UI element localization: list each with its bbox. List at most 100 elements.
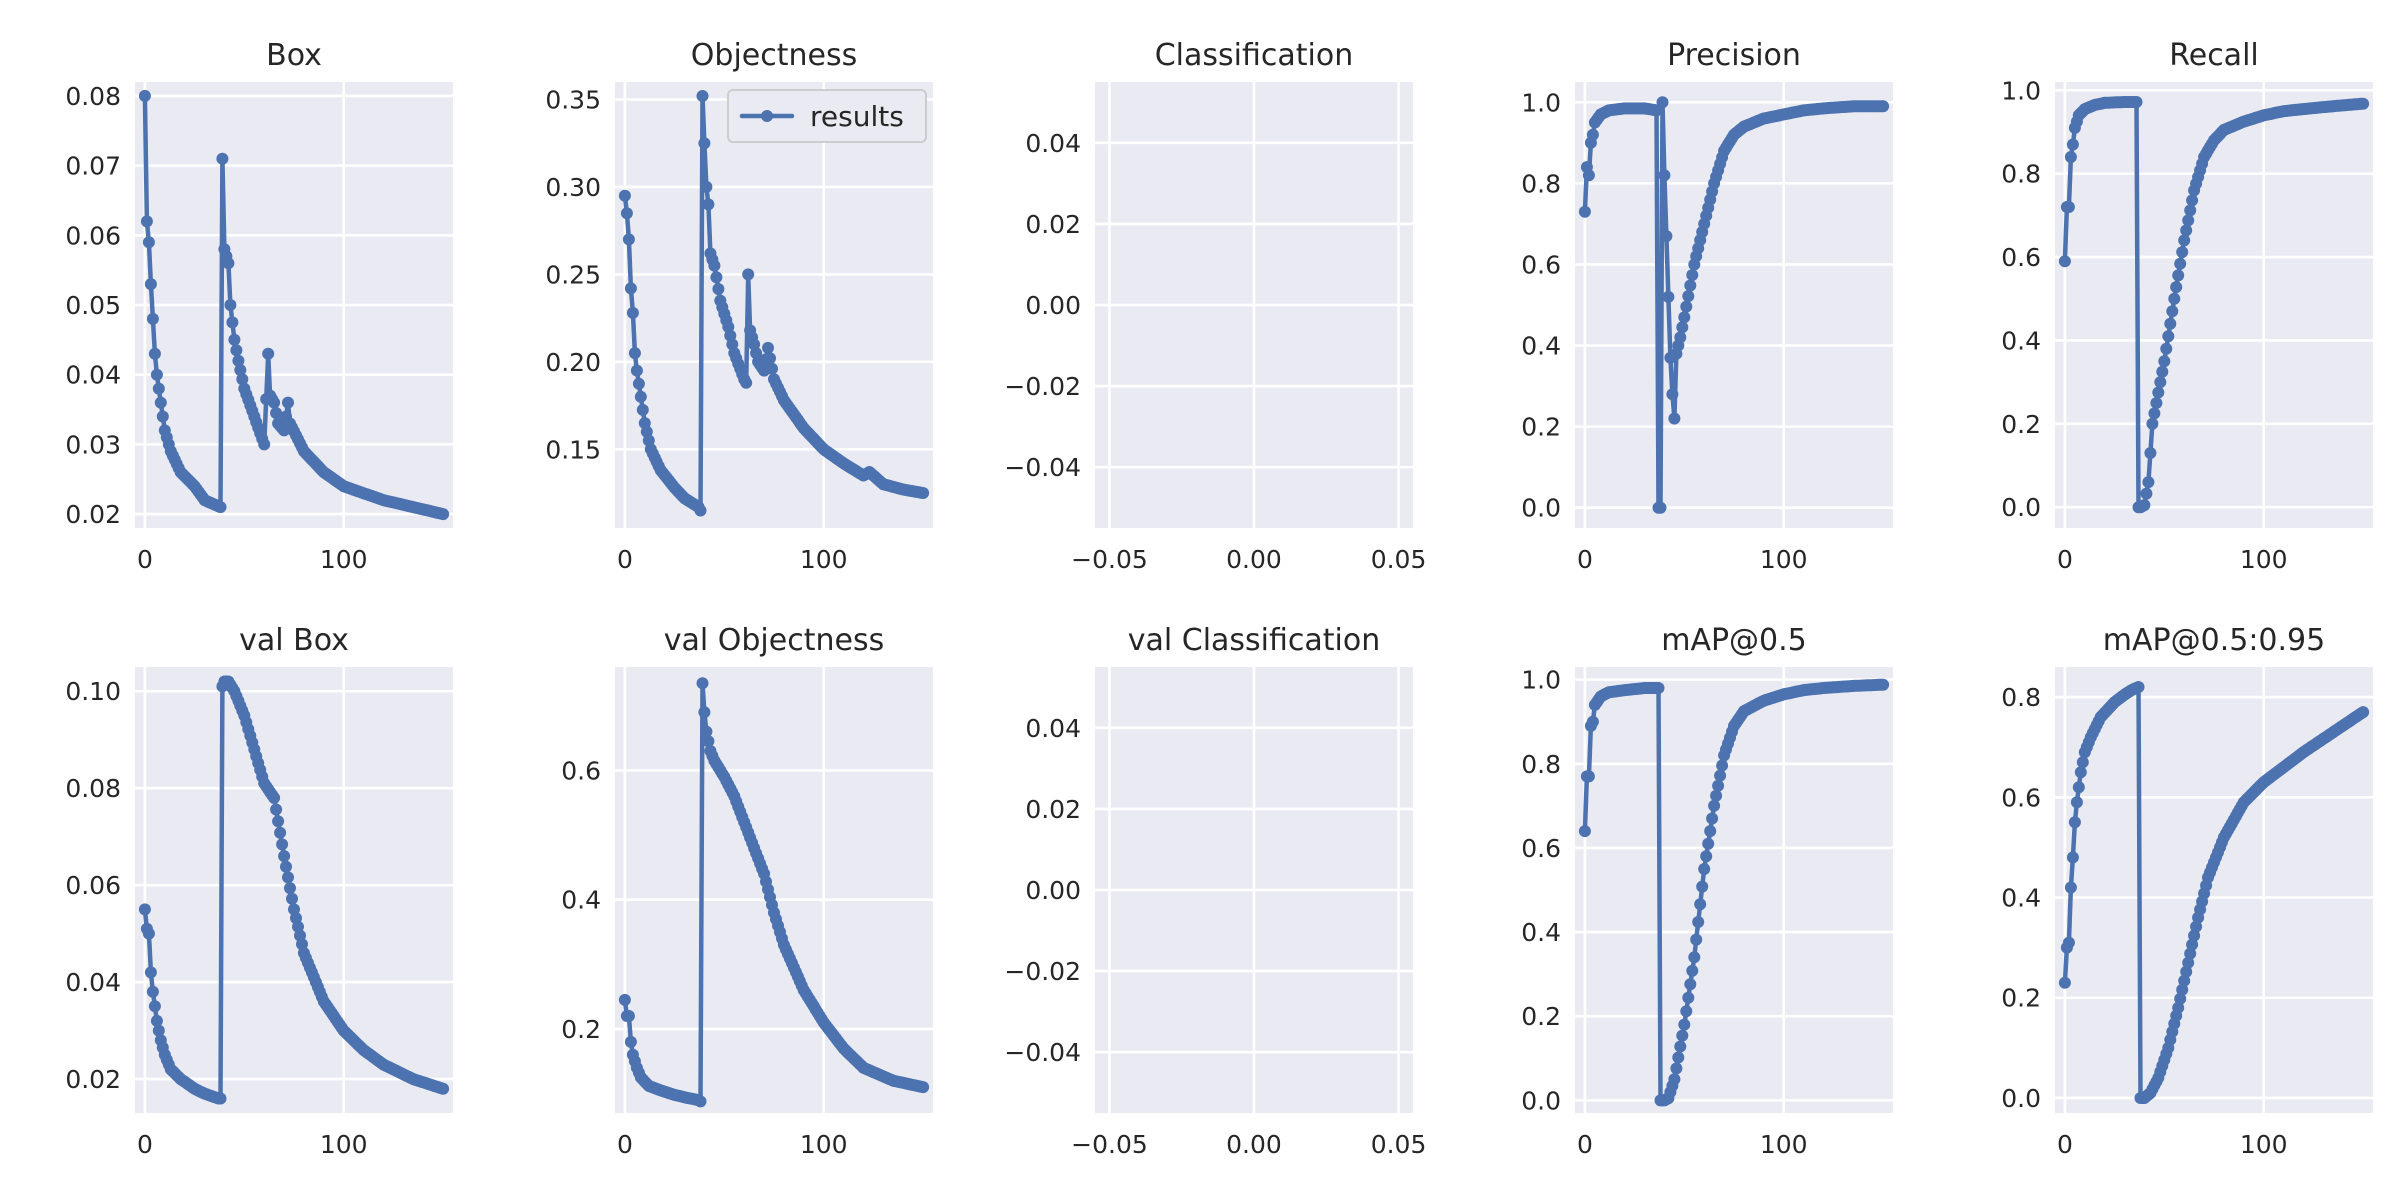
- subplot-title: val Objectness: [664, 623, 884, 658]
- subplot-map-0-5: 0.0 0.2 0.4 0.6 0.8 1.0 0 100 mAP@0.5: [1521, 623, 1893, 1159]
- subplot-objectness: 0.15 0.20 0.25 0.30 0.35 0 100 Objectness result…: [545, 38, 933, 574]
- x-tick-label: 100: [320, 1130, 368, 1159]
- data-point: [698, 706, 711, 719]
- data-point: [618, 189, 631, 202]
- y-tick-label: 0.03: [65, 430, 121, 459]
- data-point: [694, 1095, 707, 1108]
- data-point: [1586, 128, 1599, 141]
- y-tick-label: −0.04: [1004, 453, 1081, 482]
- y-tick-label: 0.25: [545, 260, 601, 289]
- data-point: [626, 306, 639, 319]
- data-point: [437, 1082, 450, 1095]
- data-point: [632, 377, 645, 390]
- y-tick-label: 0.0: [1521, 494, 1561, 523]
- subplot-title: Box: [266, 38, 322, 73]
- data-point: [624, 1035, 637, 1048]
- y-tick-label: 0.6: [1521, 834, 1561, 863]
- data-point: [2176, 246, 2189, 259]
- legend: results: [727, 89, 927, 143]
- data-point: [2168, 292, 2181, 305]
- data-point: [1682, 290, 1695, 303]
- data-point: [700, 725, 713, 738]
- data-point: [2058, 976, 2071, 989]
- legend-frame: [727, 89, 927, 143]
- data-point: [1710, 789, 1723, 802]
- y-tick-label: −0.04: [1004, 1038, 1081, 1067]
- data-point: [1877, 100, 1890, 113]
- data-point: [2132, 681, 2145, 693]
- x-tick-label: −0.05: [1071, 1130, 1148, 1159]
- data-point: [696, 90, 709, 102]
- data-point: [2184, 947, 2197, 960]
- data-point: [2166, 305, 2179, 318]
- data-point: [148, 347, 161, 360]
- subplot-recall: 0.0 0.2 0.4 0.6 0.8 1.0 0 100 Recall: [2001, 38, 2373, 574]
- data-point: [156, 410, 169, 423]
- data-point: [2066, 138, 2079, 151]
- y-tick-label: 0.8: [2001, 160, 2041, 189]
- data-point: [700, 180, 713, 193]
- subplot-title: Objectness: [691, 38, 857, 73]
- data-point: [1578, 825, 1591, 838]
- data-point: [280, 860, 292, 873]
- plot-area: [1575, 82, 1893, 528]
- data-point: [766, 362, 778, 375]
- data-point: [222, 257, 235, 270]
- data-point: [2142, 476, 2155, 489]
- x-tick-label: 0.00: [1226, 1130, 1282, 1159]
- y-tick-label: −0.02: [1004, 957, 1081, 986]
- data-point: [1716, 759, 1729, 772]
- y-tick-label: 0.4: [561, 886, 601, 915]
- data-point: [2162, 330, 2175, 343]
- data-point: [1656, 96, 1669, 109]
- data-point: [2160, 342, 2173, 355]
- subplot-title: Precision: [1667, 38, 1801, 73]
- data-point: [150, 368, 163, 381]
- data-point: [1678, 1018, 1691, 1031]
- data-point: [276, 838, 289, 851]
- x-tick-label: 0: [2057, 1130, 2073, 1159]
- subplot-precision: 0.0 0.2 0.4 0.6 0.8 1.0 0 100 Precision: [1521, 38, 1893, 574]
- data-point: [1704, 825, 1717, 838]
- data-point: [1668, 1073, 1681, 1086]
- data-point: [1702, 837, 1715, 850]
- data-point: [2174, 257, 2187, 270]
- subplot-val-objectness: 0.2 0.4 0.6 0 100 val Objectness: [561, 623, 933, 1159]
- data-point: [140, 215, 153, 228]
- data-point: [142, 927, 155, 940]
- x-tick-label: 100: [2240, 1130, 2288, 1159]
- data-point: [270, 803, 283, 816]
- legend-marker: [761, 110, 773, 122]
- subplot-classification: −0.04 −0.02 0.00 0.02 0.04 −0.05 0.00 0.05 Class…: [1004, 38, 1426, 574]
- y-tick-label: 0.07: [65, 152, 121, 181]
- data-point: [152, 1024, 165, 1037]
- data-point: [138, 89, 151, 102]
- data-point: [2150, 397, 2163, 409]
- data-point: [2146, 417, 2159, 430]
- y-tick-label: 0.2: [2001, 984, 2041, 1013]
- data-point: [2062, 201, 2075, 213]
- data-point: [1690, 933, 1703, 946]
- data-point: [636, 403, 649, 416]
- data-point: [234, 364, 247, 376]
- y-tick-label: 0.02: [1025, 210, 1081, 239]
- data-point: [2066, 851, 2079, 864]
- data-point: [284, 882, 296, 895]
- data-point: [228, 333, 241, 346]
- data-point: [272, 815, 285, 828]
- data-point: [1660, 230, 1673, 243]
- y-tick-label: 0.04: [65, 968, 121, 997]
- data-point: [2068, 816, 2081, 829]
- data-point: [2158, 355, 2171, 368]
- y-tick-label: 0.2: [1521, 1002, 1561, 1031]
- data-point: [282, 871, 294, 884]
- data-point: [1708, 799, 1721, 812]
- y-tick-label: 0.8: [2001, 683, 2041, 712]
- data-point: [2064, 881, 2077, 894]
- x-tick-label: 0.05: [1371, 1130, 1427, 1159]
- data-point: [226, 316, 239, 329]
- data-point: [2357, 97, 2370, 110]
- y-tick-label: 0.08: [65, 82, 121, 111]
- y-tick-label: 1.0: [1521, 666, 1561, 695]
